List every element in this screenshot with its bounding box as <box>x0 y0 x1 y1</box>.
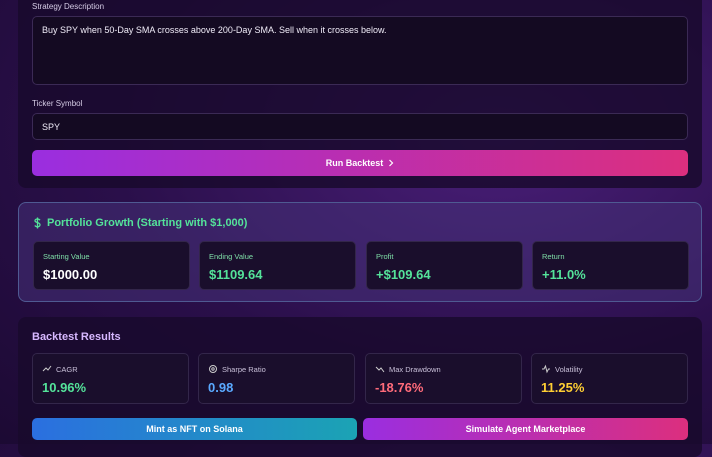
metric-label: Volatility <box>541 364 678 374</box>
mint-nft-button[interactable]: Mint as NFT on Solana <box>32 418 357 440</box>
metric-label: CAGR <box>42 364 179 374</box>
metric-icon <box>42 365 52 372</box>
metric-value: 10.96% <box>42 380 87 395</box>
stat-value: +11.0% <box>542 267 586 282</box>
metric-label: Max Drawdown <box>375 364 512 374</box>
stat-box: Ending Value $1109.64 <box>199 241 356 290</box>
metric-icon <box>375 366 385 373</box>
stat-label-text: Profit <box>376 252 394 261</box>
portfolio-title: Portfolio Growth (Starting with $1,000) <box>47 217 248 229</box>
results-card: Backtest Results Mint as NFT on Solana S… <box>18 317 702 457</box>
simulate-button[interactable]: Simulate Agent Marketplace <box>363 418 688 440</box>
portfolio-title-row: Portfolio Growth (Starting with $1,000) <box>33 217 247 229</box>
strategy-card: Strategy Description Buy SPY when 50-Day… <box>18 0 702 188</box>
chevron-icon <box>389 159 394 167</box>
stat-label-text: Ending Value <box>209 252 254 261</box>
metric-icon <box>209 365 217 373</box>
stat-box: Return +11.0% <box>532 241 689 290</box>
metric-box: Volatility 11.25% <box>531 353 688 404</box>
stat-value: $1109.64 <box>209 267 263 282</box>
stat-label-text: Return <box>542 252 565 261</box>
metric-label-text: CAGR <box>56 364 78 374</box>
results-title: Backtest Results <box>32 331 121 343</box>
stat-label: Starting Value <box>43 252 180 261</box>
metric-label-text: Volatility <box>555 364 583 374</box>
run-backtest-text: Run Backtest <box>325 158 384 168</box>
ticker-label: Ticker Symbol <box>32 99 83 108</box>
metric-value: -18.76% <box>375 380 424 395</box>
metric-box: CAGR 10.96% <box>32 353 189 404</box>
stat-label: Return <box>542 252 679 261</box>
portfolio-card: Portfolio Growth (Starting with $1,000) … <box>18 202 702 302</box>
stat-box: Profit +$109.64 <box>366 241 523 290</box>
stat-value: +$109.64 <box>376 267 431 282</box>
stat-label: Ending Value <box>209 252 346 261</box>
stat-label: Profit <box>376 252 513 261</box>
stat-label-text: Starting Value <box>43 252 90 261</box>
metric-label-text: Max Drawdown <box>389 364 441 374</box>
run-backtest-button[interactable]: Run Backtest <box>32 150 688 176</box>
stat-value: $1000.00 <box>43 267 98 282</box>
strategy-textarea[interactable]: Buy SPY when 50-Day SMA crosses above 20… <box>32 16 688 85</box>
strategy-label: Strategy Description <box>32 2 105 11</box>
metric-label: Sharpe Ratio <box>208 364 345 374</box>
ticker-input[interactable]: SPY <box>32 113 688 140</box>
metric-label-text: Sharpe Ratio <box>222 364 266 374</box>
metric-icon <box>542 364 550 374</box>
metric-box: Max Drawdown -18.76% <box>365 353 522 404</box>
metric-value: 0.98 <box>208 380 234 395</box>
dollar-icon <box>34 217 41 229</box>
metric-box: Sharpe Ratio 0.98 <box>198 353 355 404</box>
stat-box: Starting Value $1000.00 <box>33 241 190 290</box>
metric-value: 11.25% <box>541 380 585 395</box>
